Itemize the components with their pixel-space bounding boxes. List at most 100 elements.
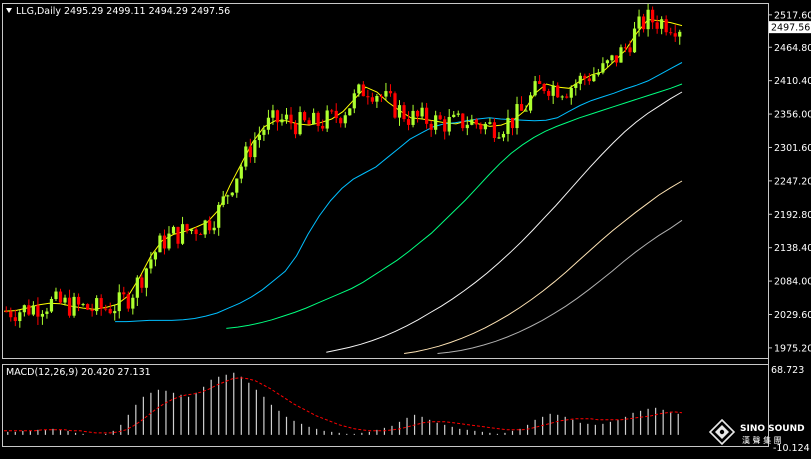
candle-body <box>321 125 325 129</box>
candle-body <box>275 110 280 123</box>
candle-body <box>533 81 537 96</box>
candle-body <box>149 259 153 269</box>
moving-average-line <box>226 83 683 329</box>
candle-body <box>339 118 343 124</box>
candle-body <box>655 22 659 29</box>
candle-body <box>230 192 234 196</box>
macd-bottom-value: -10.124 <box>773 443 810 454</box>
candle-body <box>510 117 515 129</box>
candle-body <box>614 55 619 63</box>
candle-body <box>492 122 497 139</box>
candle-body <box>447 117 451 132</box>
moving-average-line <box>437 219 683 354</box>
candle-body <box>596 72 600 75</box>
candle-body <box>76 296 81 305</box>
candles <box>4 3 682 328</box>
candle-body <box>176 226 180 244</box>
candle-body <box>438 115 442 120</box>
candle-body <box>632 28 637 53</box>
logo-subtext: 漢 聲 集 團 <box>742 435 782 445</box>
candle-body <box>226 195 230 197</box>
axis-tick-label: 2192.80 <box>774 210 811 221</box>
main-panel-frame <box>2 3 769 359</box>
candle-body <box>443 119 447 132</box>
candle-body <box>217 204 221 228</box>
candle-body <box>81 304 85 306</box>
candle-body <box>90 309 94 312</box>
candle-body <box>357 84 361 94</box>
candle-body <box>325 110 329 129</box>
candle-body <box>411 110 415 125</box>
candle-body <box>556 85 560 98</box>
candle-body <box>199 234 203 236</box>
candle-body <box>49 298 54 312</box>
candle-body <box>221 196 225 205</box>
axis-tick-label: 2517.60 <box>774 10 811 21</box>
candle-body <box>397 105 402 118</box>
candle-body <box>189 229 194 232</box>
candle-body <box>284 114 289 120</box>
candle-body <box>628 47 632 53</box>
candle-body <box>253 140 257 158</box>
candle-body <box>506 117 510 134</box>
candle-body <box>366 96 370 98</box>
candle-body <box>9 311 13 318</box>
candle-body <box>673 33 677 37</box>
candle-body <box>167 233 171 249</box>
candle-body <box>542 83 546 91</box>
diamond-logo-icon <box>708 418 736 446</box>
candle-body <box>63 297 67 303</box>
candle-body <box>361 84 365 97</box>
candle-body <box>153 252 158 260</box>
candle-body <box>583 75 587 79</box>
current-price-label: 2497.56 <box>771 23 810 34</box>
candle-body <box>280 119 284 123</box>
candle-body <box>393 93 397 118</box>
moving-average-line <box>404 180 683 354</box>
axis-tick-label: 2301.60 <box>774 143 811 154</box>
candle-body <box>605 60 610 64</box>
ohlc-values: 2495.29 2499.11 2494.29 2497.56 <box>64 6 230 17</box>
symbol-label: LLG,Daily <box>16 6 61 17</box>
candle-body <box>578 75 582 84</box>
candle-body <box>402 105 406 120</box>
candle-body <box>560 96 564 98</box>
candle-body <box>171 226 176 234</box>
candle-body <box>330 110 334 112</box>
candle-body <box>479 124 483 130</box>
candle-body <box>158 235 162 253</box>
moving-average-line <box>326 91 683 353</box>
candle-body <box>587 78 591 82</box>
candle-body <box>257 134 261 141</box>
candle-body <box>379 95 384 97</box>
candle-body <box>352 93 356 109</box>
candle-body <box>565 96 569 98</box>
moving-average-line <box>115 62 683 323</box>
candle-body <box>108 308 112 314</box>
moving-averages <box>3 18 683 354</box>
candle-body <box>162 235 167 249</box>
candle-body <box>266 117 271 130</box>
candle-body <box>316 112 320 126</box>
candle-body <box>375 95 379 102</box>
candle-body <box>651 9 655 23</box>
candle-body <box>569 87 573 98</box>
candle-body <box>239 166 243 179</box>
axis-tick-label: 2247.20 <box>774 176 811 187</box>
candle-body <box>18 312 22 322</box>
candle-body <box>244 146 248 167</box>
candle-body <box>456 113 460 115</box>
candle-body <box>235 178 239 193</box>
candle-body <box>538 81 542 84</box>
candle-body <box>669 32 673 34</box>
candle-body <box>406 119 411 125</box>
candle-body <box>122 292 126 295</box>
candle-body <box>470 119 474 125</box>
dropdown-triangle-icon[interactable] <box>6 8 12 13</box>
candle-body <box>58 291 63 303</box>
macd-indicator-label: MACD(12,26,9) 20.420 27.131 <box>6 367 151 378</box>
macd-histogram <box>4 372 683 435</box>
candle-body <box>574 83 578 88</box>
candle-body <box>619 47 623 63</box>
